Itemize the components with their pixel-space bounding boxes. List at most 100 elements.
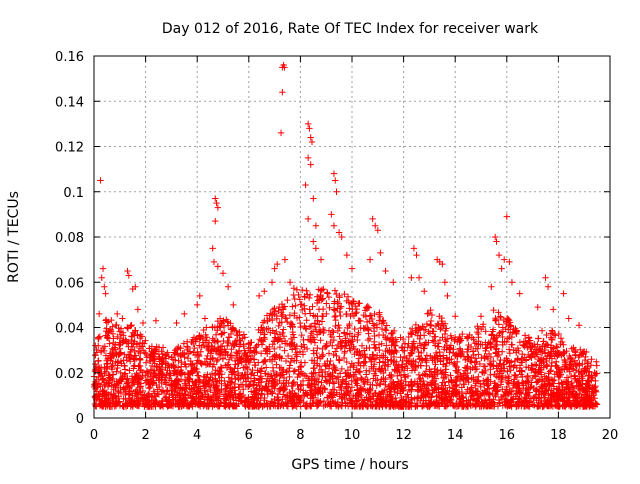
roti-point — [103, 400, 110, 408]
roti-point — [276, 343, 284, 351]
roti-point — [284, 352, 292, 360]
roti-point — [253, 387, 261, 394]
roti-point — [424, 388, 431, 396]
roti-point — [507, 396, 514, 404]
roti-point — [225, 361, 232, 368]
roti-point — [207, 386, 214, 394]
roti-point — [285, 379, 292, 387]
roti-point — [547, 395, 554, 403]
roti-point — [266, 348, 274, 355]
roti-point — [376, 354, 384, 361]
roti-point — [134, 381, 141, 388]
roti-point — [329, 342, 336, 349]
roti-point — [219, 330, 226, 337]
roti-point — [400, 371, 408, 378]
grid — [94, 56, 610, 418]
roti-point — [482, 367, 489, 375]
roti-point — [211, 384, 219, 392]
roti-point — [338, 380, 345, 388]
roti-outlier-point — [209, 245, 216, 252]
roti-point — [127, 397, 135, 404]
roti-point — [348, 300, 356, 308]
roti-outlier-point — [501, 256, 508, 263]
roti-point — [99, 400, 106, 407]
roti-point — [589, 399, 597, 407]
roti-point — [480, 321, 487, 328]
roti-point — [208, 346, 215, 354]
roti-point — [481, 352, 488, 360]
roti-point — [276, 364, 283, 372]
roti-point — [269, 353, 277, 361]
roti-point — [172, 394, 179, 401]
roti-point — [202, 361, 210, 369]
roti-point — [296, 363, 304, 371]
roti-point — [379, 358, 387, 365]
roti-point — [109, 323, 116, 330]
roti-point — [375, 341, 383, 348]
chart-title: Day 012 of 2016, Rate Of TEC Index for r… — [162, 21, 539, 37]
roti-point — [569, 382, 577, 390]
roti-point — [519, 342, 527, 349]
roti-point — [222, 385, 230, 392]
roti-point — [553, 362, 560, 369]
roti-point — [172, 371, 180, 379]
roti-point — [245, 394, 252, 401]
roti-point — [425, 403, 433, 410]
roti-point — [144, 376, 152, 383]
roti-point — [335, 384, 343, 391]
roti-point — [511, 362, 519, 369]
roti-point — [278, 355, 285, 362]
roti-point — [331, 386, 338, 394]
roti-point — [530, 372, 538, 379]
roti-point — [101, 382, 109, 389]
roti-point — [535, 355, 543, 363]
roti-point — [128, 340, 135, 347]
roti-point — [129, 378, 137, 386]
roti-point — [257, 350, 265, 357]
roti-point — [482, 389, 489, 396]
roti-point — [528, 354, 535, 361]
roti-point — [278, 384, 285, 391]
roti-point — [196, 342, 203, 349]
roti-point — [221, 346, 228, 353]
roti-point — [526, 389, 533, 396]
roti-point — [304, 336, 312, 343]
roti-point — [525, 334, 533, 341]
roti-point — [127, 387, 135, 395]
roti-point — [343, 380, 350, 387]
roti-point — [497, 313, 504, 320]
roti-point — [553, 385, 561, 392]
roti-point — [187, 367, 195, 374]
roti-point — [171, 351, 178, 359]
roti-point — [344, 293, 352, 300]
roti-point — [108, 366, 116, 373]
roti-point — [222, 349, 229, 356]
roti-point — [372, 389, 379, 397]
roti-outlier-point — [139, 319, 147, 327]
roti-point — [217, 347, 224, 354]
roti-point — [284, 318, 291, 326]
y-tick-label: 0.04 — [55, 322, 84, 337]
roti-point — [377, 380, 384, 387]
roti-point — [439, 352, 447, 359]
roti-point — [131, 352, 138, 359]
roti-point — [554, 386, 562, 394]
roti-point — [487, 339, 494, 346]
roti-point — [326, 389, 334, 396]
roti-point — [297, 368, 305, 375]
roti-point — [442, 338, 450, 345]
roti-point — [399, 357, 406, 365]
y-tick-label: 0.06 — [55, 276, 84, 291]
roti-point — [548, 359, 556, 367]
roti-outlier-point — [95, 310, 103, 318]
roti-point — [125, 381, 132, 389]
roti-outlier-point — [374, 227, 381, 234]
roti-point — [422, 357, 429, 364]
roti-point — [93, 376, 100, 384]
roti-point — [436, 313, 443, 320]
roti-point — [322, 343, 329, 351]
roti-point — [279, 400, 287, 408]
roti-point — [261, 331, 268, 338]
roti-point — [113, 368, 120, 375]
roti-point — [116, 339, 123, 346]
